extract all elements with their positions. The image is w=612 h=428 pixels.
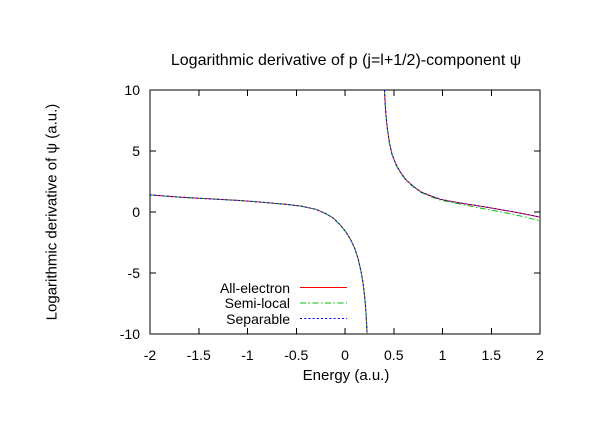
y-tick-label--5: -5	[127, 265, 140, 281]
x-tick-label-1.5: 1.5	[481, 347, 501, 363]
x-tick-label--2: -2	[143, 347, 157, 363]
curve-semi-local	[149, 89, 541, 335]
x-tick-label--0.5: -0.5	[284, 347, 309, 363]
x-tick-label--1: -1	[241, 347, 254, 363]
chart-title: Logarithmic derivative of p (j=l+1/2)-co…	[170, 52, 522, 69]
legend-label-separable: Separable	[226, 310, 290, 327]
legend-label-all-electron: All-electron	[219, 279, 290, 296]
x-tick-label-2: 2	[536, 347, 544, 363]
x-tick-label-0.5: 0.5	[384, 347, 404, 363]
y-tick-label--10: -10	[119, 326, 140, 342]
x-tick-label-0: 0	[341, 347, 349, 363]
y-axis-label: Logarithmic derivative of ψ (a.u.)	[43, 103, 61, 321]
y-tick-label-0: 0	[132, 204, 140, 220]
x-axis-label: Energy (a.u.)	[302, 367, 390, 384]
legend-label-semi-local: Semi-local	[224, 295, 290, 311]
x-tick-label--1.5: -1.5	[186, 347, 211, 363]
x-tick-label-1: 1	[438, 347, 447, 363]
y-tick-label-5: 5	[132, 143, 140, 159]
y-tick-label-10: 10	[124, 82, 140, 98]
